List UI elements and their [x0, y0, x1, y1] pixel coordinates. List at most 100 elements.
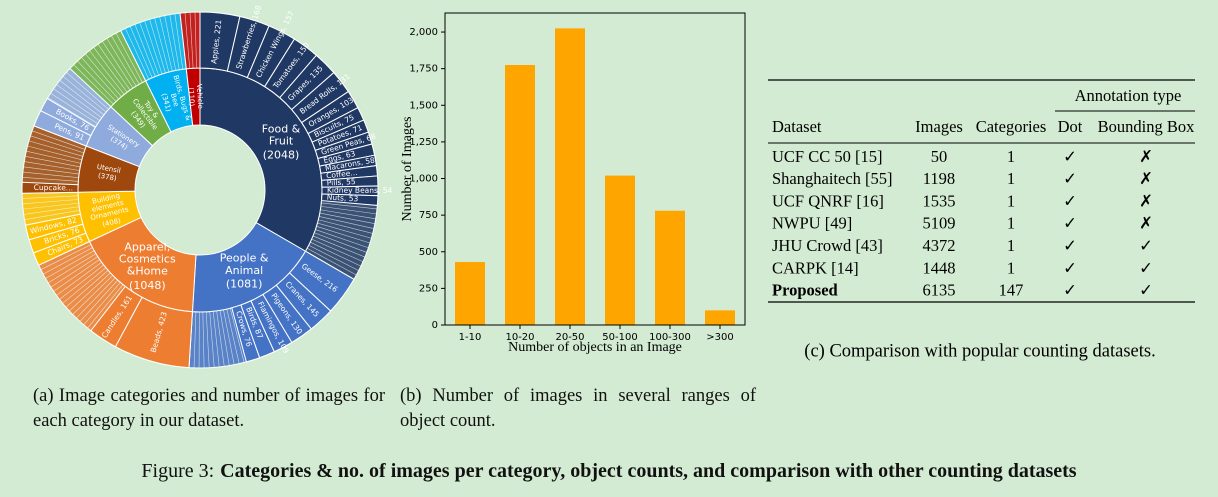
y-tick-label: 1,250 [409, 137, 438, 148]
outer-sliver-divider [47, 253, 97, 284]
outer-sliver-divider [25, 156, 81, 168]
bar [455, 262, 485, 325]
outer-sliver-divider [174, 13, 184, 70]
caption-c: (c) Comparison with popular counting dat… [804, 341, 1155, 361]
outer-label: Coffee... [326, 168, 358, 180]
inner-value-label: (110) [187, 87, 196, 107]
table-cell: ✓ [1063, 169, 1077, 188]
caption-b: (b) Number of images in several ranges o… [400, 386, 756, 431]
outer-sliver-divider [66, 72, 109, 110]
outer-sliver-divider [318, 219, 373, 234]
table-cell: 1198 [923, 169, 955, 188]
column-header: Categories [976, 117, 1047, 136]
inner-label: BuildingelementsOrnaments [86, 190, 130, 222]
outer-sliver-divider [22, 199, 79, 205]
outer-sliver-divider [27, 145, 82, 161]
table-cell: 147 [999, 281, 1024, 300]
outer-sliver-divider [134, 24, 156, 77]
inner-value-label: (1081) [226, 278, 263, 291]
table-cell: ✗ [1139, 191, 1153, 210]
table-cell: ✓ [1139, 258, 1153, 277]
outer-sliver-divider [72, 275, 114, 315]
y-tick-label: 250 [419, 283, 438, 294]
table-cell: ✓ [1063, 191, 1077, 210]
inner-label-group: Vehicle(110) [187, 84, 205, 109]
group-header: Annotation type [1075, 86, 1182, 105]
outer-sliver-divider [216, 310, 225, 367]
outer-sliver-divider [102, 41, 134, 89]
outer-sliver-divider [139, 22, 159, 76]
outer-sliver-divider [320, 206, 377, 215]
table-cell: 1 [1007, 236, 1015, 255]
outer-sliver-divider [76, 277, 116, 319]
outer-sliver-divider [219, 310, 230, 366]
outer-sliver-divider [202, 311, 205, 368]
outer-sliver-divider [62, 76, 107, 113]
table-cell: ✓ [1139, 281, 1153, 300]
outer-sliver-divider [26, 150, 82, 164]
outer-sliver-divider [45, 250, 95, 279]
outer-sliver-divider [316, 226, 371, 244]
outer-sliver-divider [40, 244, 92, 270]
outer-segment [21, 181, 79, 194]
table-cell: 1448 [923, 258, 956, 277]
y-axis-label: Number of Images [400, 117, 415, 222]
outer-sliver-divider [77, 60, 117, 102]
column-header: Dataset [772, 117, 822, 136]
x-axis-label: Number of objects in an Image [508, 340, 682, 355]
table-cell: JHU Crowd [43] [772, 236, 883, 255]
outer-sliver-divider [310, 241, 362, 267]
inner-label-group: Utensil(378) [96, 163, 121, 183]
outer-sliver-divider [30, 135, 84, 154]
x-tick-label: 10-20 [505, 332, 534, 343]
outer-sliver-divider [226, 308, 240, 364]
table-cell: 1 [1007, 258, 1015, 277]
outer-sliver-divider [154, 17, 170, 73]
figure-caption: Figure 3: Categories & no. of images per … [0, 460, 1218, 483]
outer-label: Nuts, 53 [327, 193, 359, 204]
outer-segment [320, 193, 379, 206]
outer-sliver-divider [87, 284, 124, 329]
outer-sliver-divider [65, 270, 109, 308]
outer-segment [90, 285, 143, 348]
y-tick-label: 0 [432, 320, 438, 331]
outer-sliver-divider [23, 166, 80, 175]
inner-label: Vehicle [195, 84, 204, 109]
inner-label-group: Apparel, Cosmetics &Home (1048) [119, 240, 176, 292]
outer-sliver-divider [205, 311, 210, 368]
outer-sliver-divider [85, 53, 122, 97]
outer-sliver-divider [184, 12, 191, 69]
outer-sliver-divider [53, 88, 100, 121]
outer-sliver-divider [62, 267, 107, 304]
outer-sliver-divider [311, 238, 364, 262]
outer-sliver-divider [28, 140, 83, 157]
x-tick-label: 50-100 [602, 332, 637, 343]
plot-frame [444, 12, 746, 326]
bar [605, 175, 635, 325]
inner-label-group: Food & Fruit(2048) [262, 123, 301, 162]
table-cell: NWPU [49] [772, 214, 852, 233]
outer-sliver-divider [93, 47, 128, 93]
outer-sliver-divider [83, 282, 121, 326]
outer-sliver-divider [212, 311, 220, 367]
outer-sliver-divider [89, 50, 125, 95]
inner-label: Apparel, Cosmetics &Home [119, 240, 176, 277]
outer-sliver-divider [223, 309, 235, 365]
outer-sliver-divider [69, 272, 111, 312]
table-cell: 1535 [923, 191, 956, 210]
outer-sliver-divider [129, 26, 153, 78]
bar [655, 210, 685, 325]
figure-caption-text: Categories & no. of images per category,… [220, 460, 1077, 482]
y-tick-label: 750 [419, 210, 438, 221]
table-cell: ✗ [1139, 147, 1153, 166]
y-tick-label: 2,000 [409, 27, 438, 38]
inner-label-group: People & Animal(1081) [220, 252, 269, 291]
column-header: Bounding Box [1098, 117, 1195, 136]
outer-sliver-divider [47, 97, 96, 127]
outer-sliver-divider [193, 311, 197, 368]
outer-sliver-divider [320, 209, 376, 220]
bar [505, 65, 535, 325]
outer-sliver-divider [307, 248, 357, 276]
